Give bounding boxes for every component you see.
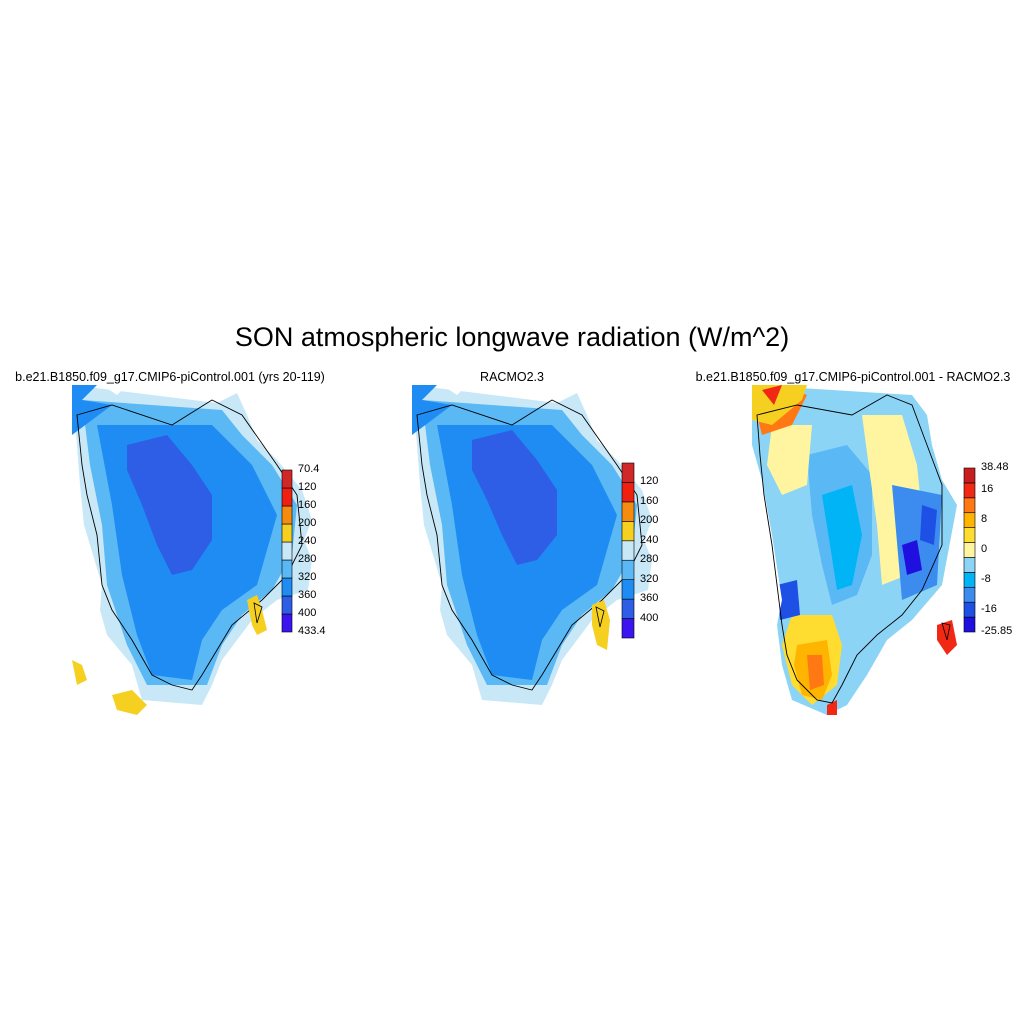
colorbar-swatch (281, 523, 293, 543)
colorbar-tick-label: -25.85 (981, 625, 1013, 637)
panel-1-colorbar (281, 469, 293, 633)
colorbar-swatch (281, 559, 293, 579)
colorbar-swatch (281, 541, 293, 561)
colorbar-swatch (963, 616, 976, 633)
colorbar-swatch (963, 601, 976, 618)
colorbar-swatch (621, 501, 635, 522)
colorbar-swatch (281, 469, 293, 489)
panel-3-title: b.e21.B1850.f09_g17.CMIP6-piControl.001 … (695, 370, 1011, 384)
colorbar-tick-label: 280 (640, 553, 659, 566)
colorbar-swatch (281, 577, 293, 597)
colorbar-swatch (281, 613, 293, 633)
colorbar-tick-label: 240 (298, 535, 317, 547)
colorbar-tick-label: 8 (981, 513, 988, 526)
colorbar-tick-label: 320 (298, 571, 317, 583)
colorbar-swatch (621, 482, 635, 503)
panel-2-colorbar (621, 462, 635, 639)
panel-1-title: b.e21.B1850.f09_g17.CMIP6-piControl.001 … (15, 370, 325, 384)
colorbar-tick-label: 120 (298, 481, 317, 493)
colorbar-tick-label: 320 (640, 572, 659, 585)
colorbar-swatch (621, 618, 635, 639)
colorbar-tick-label: -16 (981, 602, 997, 615)
colorbar-swatch (963, 542, 976, 558)
colorbar-swatch (621, 540, 635, 561)
colorbar-swatch (621, 462, 635, 483)
colorbar-swatch (963, 467, 976, 484)
colorbar-swatch (963, 572, 976, 588)
colorbar-swatch (963, 586, 976, 603)
panel-3-colorbar (963, 467, 976, 633)
colorbar-swatch (963, 512, 976, 528)
colorbar-tick-label: 38.48 (981, 461, 1009, 473)
colorbar-swatch (281, 505, 293, 525)
colorbar-swatch (621, 579, 635, 600)
colorbar-tick-label: 400 (298, 607, 317, 619)
colorbar-tick-label: 0 (981, 543, 988, 555)
colorbar-tick-label: 400 (640, 611, 659, 624)
colorbar-tick-label: 240 (640, 533, 659, 546)
colorbar-swatch (963, 497, 976, 514)
colorbar-swatch (281, 487, 293, 507)
colorbar-swatch (963, 482, 976, 499)
colorbar-swatch (621, 598, 635, 619)
colorbar-swatch (281, 595, 293, 615)
colorbar-tick-label: 160 (640, 494, 659, 507)
figure-title: SON atmospheric longwave radiation (W/m^… (234, 322, 790, 352)
colorbar-tick-label: -8 (981, 572, 991, 585)
colorbar-tick-label: 280 (298, 553, 317, 565)
colorbar-tick-label: 120 (640, 475, 659, 488)
colorbar-swatch (963, 557, 976, 573)
colorbar-tick-label: 200 (298, 517, 317, 529)
colorbar-tick-label: 360 (640, 592, 659, 605)
colorbar-swatch (963, 527, 976, 543)
panel-3-map (752, 385, 957, 715)
colorbar-tick-label: 160 (298, 499, 317, 511)
colorbar-tick-label: 200 (640, 514, 659, 527)
colorbar-tick-label: 360 (298, 589, 317, 601)
colorbar-tick-label: 433.4 (298, 625, 326, 637)
colorbar-swatch (621, 521, 635, 542)
colorbar-swatch (621, 559, 635, 580)
panel-2-title: RACMO2.3 (480, 370, 544, 384)
colorbar-tick-label: 16 (981, 483, 994, 496)
colorbar-tick-label: 70.4 (298, 463, 320, 475)
